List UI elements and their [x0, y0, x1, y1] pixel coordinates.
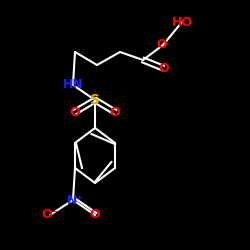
Text: O: O	[157, 38, 167, 52]
Text: HN: HN	[62, 78, 84, 92]
Text: S: S	[90, 93, 100, 107]
Text: O: O	[90, 208, 100, 222]
Text: O: O	[159, 62, 169, 74]
Text: O⁻: O⁻	[42, 208, 58, 222]
Text: HO: HO	[172, 16, 192, 28]
Text: N⁺: N⁺	[66, 194, 84, 206]
Text: O: O	[110, 106, 120, 118]
Text: O: O	[70, 106, 80, 118]
